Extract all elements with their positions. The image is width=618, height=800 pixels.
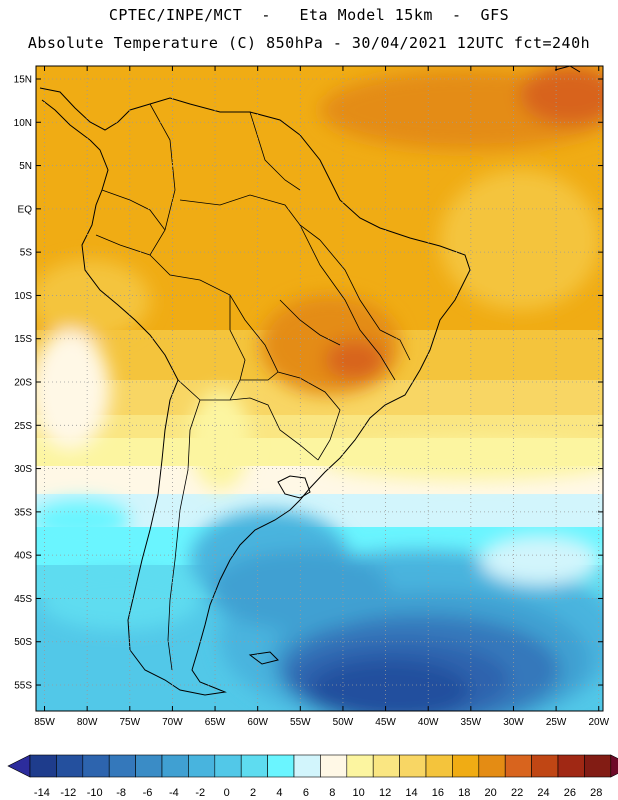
colorbar-label: 26 bbox=[564, 787, 576, 799]
colorbar-segment bbox=[161, 754, 189, 778]
colorbar-segment bbox=[346, 754, 374, 778]
lon-label: 25W bbox=[546, 717, 567, 728]
lon-label: 30W bbox=[503, 717, 524, 728]
colorbar-labels: -14 -12 -10 -8 -6 -4 -2 0 2 4 6 8 10 12 14 16 18 20 22 24 26… bbox=[34, 787, 602, 799]
lon-label: 50W bbox=[333, 717, 354, 728]
lat-label: 10N bbox=[14, 118, 32, 129]
lon-label: 20W bbox=[588, 717, 609, 728]
colorbar-segment bbox=[293, 754, 321, 778]
lat-label: 25S bbox=[14, 421, 32, 432]
lat-label: 5S bbox=[20, 248, 33, 259]
colorbar-label: -6 bbox=[143, 787, 153, 799]
coastlines bbox=[39, 66, 581, 696]
colorbar-segment bbox=[82, 754, 110, 778]
lat-label: 40S bbox=[14, 551, 32, 562]
colorbar-label: -14 bbox=[34, 787, 50, 799]
colorbar-label: 2 bbox=[250, 787, 256, 799]
lat-label: EQ bbox=[18, 204, 33, 215]
colorbar-segment bbox=[478, 754, 506, 778]
lon-label: 85W bbox=[34, 717, 55, 728]
lon-label: 60W bbox=[247, 717, 268, 728]
colorbar-segment bbox=[557, 754, 585, 778]
colorbar-label: 24 bbox=[537, 787, 549, 799]
colorbar-label: 6 bbox=[303, 787, 309, 799]
colorbar-label: -12 bbox=[60, 787, 76, 799]
colorbar-segment bbox=[504, 754, 532, 778]
colorbar-segment bbox=[135, 754, 163, 778]
axis-ticks bbox=[36, 66, 603, 711]
colorbar-under-arrow bbox=[7, 754, 31, 778]
lat-label: 30S bbox=[14, 464, 32, 475]
map-title-line-1: CPTEC/INPE/MCT - Eta Model 15km - GFS bbox=[108, 6, 510, 24]
colorbar-label: 28 bbox=[590, 787, 602, 799]
lat-label: 55S bbox=[14, 681, 32, 692]
colorbar-label: 20 bbox=[485, 787, 497, 799]
colorbar-label: -4 bbox=[169, 787, 179, 799]
colorbar-segment bbox=[214, 754, 242, 778]
lon-label: 75W bbox=[120, 717, 141, 728]
lon-label: 70W bbox=[162, 717, 183, 728]
lon-label: 65W bbox=[205, 717, 226, 728]
colorbar-segment bbox=[108, 754, 136, 778]
lon-label: 55W bbox=[290, 717, 311, 728]
colorbar-label: 14 bbox=[405, 787, 417, 799]
colorbar-over-arrow bbox=[610, 754, 618, 778]
colorbar-segment bbox=[425, 754, 453, 778]
map-frame bbox=[35, 65, 604, 712]
colorbar-label: 12 bbox=[379, 787, 391, 799]
lat-label: 10S bbox=[14, 291, 32, 302]
temperature-field bbox=[36, 66, 603, 711]
colorbar-segment bbox=[56, 754, 84, 778]
colorbar-segment bbox=[452, 754, 480, 778]
colorbar-segment bbox=[188, 754, 216, 778]
lat-label: 20S bbox=[14, 378, 32, 389]
colorbar-segment bbox=[399, 754, 427, 778]
colorbar-label: 18 bbox=[458, 787, 470, 799]
colorbar-segment bbox=[584, 754, 612, 778]
colorbar-segment bbox=[320, 754, 348, 778]
colorbar-label: -10 bbox=[87, 787, 103, 799]
lat-label: 50S bbox=[14, 637, 32, 648]
colorbar-segment bbox=[267, 754, 295, 778]
colorbar-label: -8 bbox=[116, 787, 126, 799]
colorbar-label: 8 bbox=[329, 787, 335, 799]
lat-label: 45S bbox=[14, 594, 32, 605]
lon-label: 40W bbox=[418, 717, 439, 728]
lon-label: 80W bbox=[77, 717, 98, 728]
colorbar-segment bbox=[29, 754, 57, 778]
lon-label: 35W bbox=[461, 717, 482, 728]
longitude-labels: 85W 80W 75W 70W 65W 60W 55W 50W 45W 40W 35W 30W 25W 2… bbox=[34, 717, 609, 728]
lat-label: 15S bbox=[14, 334, 32, 345]
latitude-labels: 15N 10N 5N EQ 5S 10S 15S 20S 25S 30S 35S 40S 45S 50S 5… bbox=[14, 74, 33, 691]
lat-label: 5N bbox=[19, 161, 32, 172]
lat-label: 35S bbox=[14, 507, 32, 518]
colorbar-label: 10 bbox=[353, 787, 365, 799]
country-borders bbox=[95, 103, 411, 671]
lat-label: 15N bbox=[14, 74, 32, 85]
map-title-line-2: Absolute Temperature (C) 850hPa - 30/04/… bbox=[27, 34, 591, 52]
colorbar-segment bbox=[372, 754, 400, 778]
colorbar-segment bbox=[531, 754, 559, 778]
colorbar-segment bbox=[240, 754, 268, 778]
colorbar-label: 16 bbox=[432, 787, 444, 799]
colorbar bbox=[7, 754, 618, 778]
lon-label: 45W bbox=[375, 717, 396, 728]
colorbar-label: 4 bbox=[276, 787, 282, 799]
lat-lon-grid bbox=[36, 66, 603, 711]
colorbar-label: 0 bbox=[224, 787, 230, 799]
colorbar-label: 22 bbox=[511, 787, 523, 799]
colorbar-label: -2 bbox=[195, 787, 205, 799]
